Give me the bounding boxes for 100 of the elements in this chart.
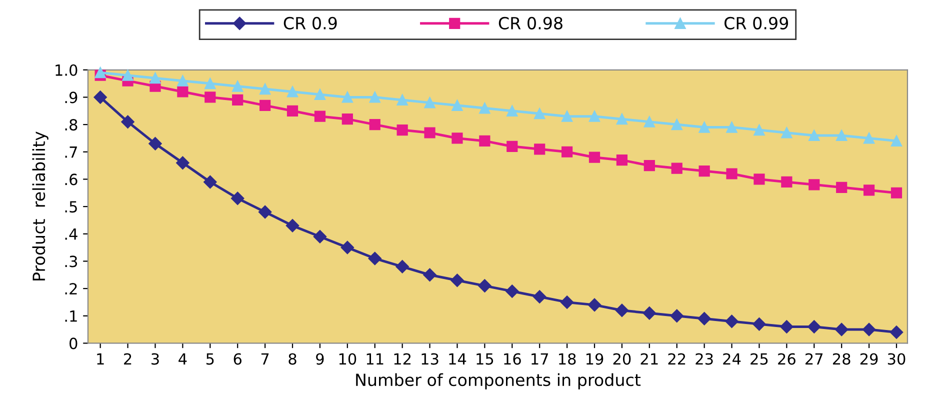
point: [479, 135, 490, 147]
point: [890, 326, 904, 339]
point: [396, 124, 408, 136]
point: [670, 309, 684, 322]
x-tick-label: 5: [206, 353, 214, 365]
x-tick-label: 21: [640, 353, 658, 365]
point: [752, 317, 766, 331]
point: [423, 268, 436, 282]
y-tick-label: .3: [65, 256, 78, 268]
point: [808, 130, 820, 142]
point: [561, 110, 573, 122]
point: [258, 205, 272, 219]
y-tick-label: 0: [70, 338, 78, 350]
point: [369, 92, 380, 103]
point: [561, 146, 573, 158]
point: [452, 100, 463, 111]
x-tick-label: 28: [832, 353, 850, 365]
y-tick-label: .5: [65, 201, 77, 213]
point: [286, 86, 298, 98]
y-tick-label: .6: [65, 174, 78, 186]
x-tick-label: 15: [476, 353, 494, 365]
x-tick-label: 26: [778, 353, 796, 365]
point: [177, 86, 188, 98]
point: [698, 122, 710, 133]
point: [808, 320, 821, 334]
point: [424, 97, 436, 108]
point: [781, 127, 792, 138]
x-tick-label: 2: [124, 353, 132, 365]
point: [396, 94, 408, 106]
y-tick-label: .1: [65, 310, 77, 322]
point: [231, 192, 244, 205]
y-tick-label: .2: [65, 283, 77, 294]
point: [644, 116, 655, 128]
y-axis-title: Product reliability: [32, 132, 48, 280]
point: [533, 290, 546, 304]
point: [314, 88, 326, 100]
point: [754, 174, 765, 185]
point: [534, 108, 546, 120]
point: [424, 127, 436, 138]
point: [204, 175, 217, 189]
point: [150, 72, 161, 84]
point: [452, 132, 463, 144]
x-tick-label: 23: [696, 353, 713, 365]
point: [450, 274, 464, 287]
y-tick-label: 1.0: [56, 64, 78, 76]
x-tick-label: 13: [422, 353, 438, 365]
point: [506, 284, 519, 298]
x-tick-label: 19: [586, 353, 604, 365]
point: [94, 90, 107, 104]
point: [836, 130, 848, 142]
x-tick-label: 16: [504, 353, 521, 365]
point: [726, 168, 738, 180]
point: [340, 240, 354, 254]
x-tick-label: 6: [234, 353, 242, 365]
point: [588, 298, 602, 312]
point: [698, 312, 711, 326]
point: [671, 162, 682, 174]
point: [313, 230, 327, 244]
x-tick-label: 30: [888, 353, 906, 365]
legend-label: CR 0.99: [724, 16, 788, 30]
point: [121, 115, 134, 128]
point: [232, 94, 244, 106]
point: [725, 314, 738, 328]
x-tick-label: 27: [806, 353, 823, 365]
point: [616, 154, 628, 166]
point: [534, 144, 546, 155]
point: [644, 160, 655, 172]
point: [615, 304, 629, 317]
point: [259, 83, 271, 95]
point: [177, 75, 188, 86]
point: [314, 110, 326, 122]
x-tick-label: 20: [613, 353, 631, 365]
point: [369, 118, 380, 130]
point: [616, 114, 628, 125]
point: [478, 279, 492, 292]
point: [726, 122, 738, 133]
point: [808, 179, 820, 190]
point: [176, 156, 190, 170]
legend-label: CR 0.98: [498, 16, 562, 30]
point: [342, 92, 353, 103]
point: [754, 124, 765, 136]
point: [698, 165, 710, 177]
x-tick-label: 8: [288, 353, 296, 365]
point: [204, 78, 216, 90]
point: [588, 110, 600, 122]
point: [560, 296, 574, 309]
x-tick-label: 12: [394, 353, 411, 365]
point: [890, 135, 902, 147]
point: [836, 182, 848, 193]
point: [863, 184, 875, 196]
x-tick-label: 22: [668, 353, 686, 365]
point: [781, 176, 792, 188]
y-tick-label: .7: [65, 146, 77, 158]
x-tick-label: 17: [532, 353, 548, 365]
point: [368, 252, 382, 266]
point: [94, 67, 106, 78]
x-tick-label: 9: [316, 353, 324, 365]
point: [148, 137, 162, 150]
point: [479, 102, 490, 114]
x-tick-label: 18: [559, 353, 576, 365]
